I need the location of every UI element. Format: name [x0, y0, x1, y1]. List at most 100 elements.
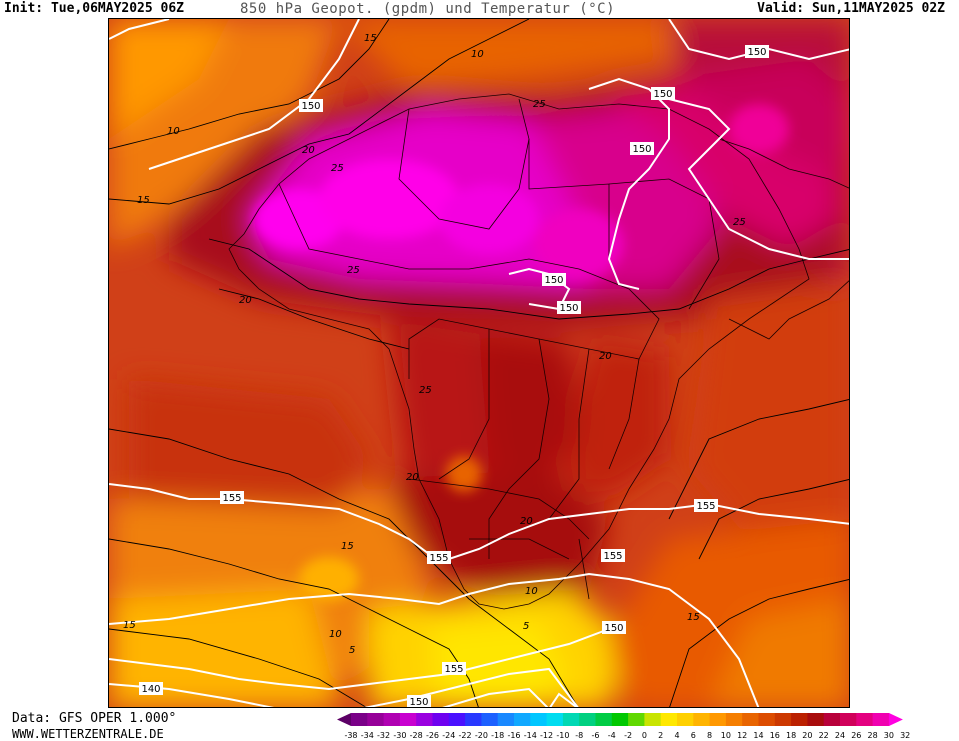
color-scale-cell — [351, 713, 368, 726]
color-scale-label: -4 — [608, 731, 616, 740]
isotherm-label: 15 — [364, 33, 377, 44]
color-scale-label: -20 — [475, 731, 488, 740]
geopotential-label: 150 — [745, 45, 769, 58]
svg-text:150: 150 — [632, 144, 651, 155]
color-scale-label: 4 — [674, 731, 679, 740]
svg-text:155: 155 — [603, 551, 622, 562]
svg-text:140: 140 — [141, 684, 160, 695]
color-scale-cell — [774, 713, 792, 726]
geopotential-label: 155 — [442, 662, 466, 675]
color-scale-label: -26 — [426, 731, 439, 740]
isotherm-label: 25 — [347, 265, 360, 276]
color-scale-cell — [709, 713, 727, 726]
color-scale-cell — [856, 713, 873, 726]
svg-text:155: 155 — [429, 553, 448, 564]
geopotential-label: 150 — [630, 142, 654, 155]
color-scale-cell — [383, 713, 401, 726]
isotherm-label: 10 — [525, 586, 538, 597]
color-scale-label: -38 — [344, 731, 357, 740]
color-scale-label: -8 — [575, 731, 583, 740]
init-time-label: Init: Tue,06MAY2025 06Z — [4, 1, 185, 16]
color-scale-label: 2 — [658, 731, 663, 740]
color-scale-cell — [742, 713, 759, 726]
svg-text:150: 150 — [559, 303, 578, 314]
geopotential-label: 150 — [542, 273, 566, 286]
svg-text:155: 155 — [696, 501, 715, 512]
weather-map: 150 150 150 150 150 150 155 155 155 155 … — [108, 18, 850, 708]
isotherm-label: 25 — [331, 163, 344, 174]
color-scale-label: 18 — [786, 731, 796, 740]
color-scale-label: -22 — [459, 731, 472, 740]
map-canvas: 150 150 150 150 150 150 155 155 155 155 … — [109, 19, 849, 708]
geopotential-label: 155 — [220, 491, 244, 504]
color-scale-label: -6 — [592, 731, 600, 740]
color-scale-cell — [367, 713, 384, 726]
color-scale-label: 28 — [868, 731, 878, 740]
data-source-label: Data: GFS OPER 1.000° — [12, 711, 177, 726]
color-scale-label: 6 — [691, 731, 696, 740]
color-scale-label: -28 — [410, 731, 423, 740]
svg-text:150: 150 — [409, 697, 428, 708]
isotherm-label: 5 — [523, 621, 529, 632]
color-scale-label: -16 — [507, 731, 520, 740]
color-scale-label: 26 — [851, 731, 861, 740]
isotherm-label: 20 — [520, 516, 533, 527]
chart-title: 850 hPa Geopot. (gpdm) und Temperatur (°… — [240, 1, 616, 17]
color-scale-cell — [791, 713, 808, 726]
isotherm-label: 10 — [329, 629, 342, 640]
svg-text:155: 155 — [444, 664, 463, 675]
color-scale-cell — [481, 713, 499, 726]
color-scale-cell — [432, 713, 450, 726]
isotherm-label: 20 — [239, 295, 252, 306]
isotherm-label: 25 — [533, 99, 546, 110]
geopotential-label: 155 — [601, 549, 625, 562]
color-scale-label: 10 — [721, 731, 731, 740]
color-scale-cell — [399, 713, 417, 726]
isotherm-label: 15 — [687, 612, 700, 623]
isotherm-label-group: 15 10 10 15 20 25 25 20 25 25 20 25 20 2… — [123, 33, 746, 656]
color-scale-cell — [579, 713, 596, 726]
isotherm-label: 15 — [123, 620, 136, 631]
isotherm-label: 15 — [341, 541, 354, 552]
isotherm-label: 20 — [406, 472, 419, 483]
color-scale-label: 12 — [737, 731, 747, 740]
geopotential-label: 155 — [427, 551, 451, 564]
geopotential-label-group: 150 150 150 150 150 150 155 155 155 155 … — [139, 45, 769, 708]
color-scale-cell — [807, 713, 825, 726]
color-scale-label: -14 — [524, 731, 537, 740]
color-scale-cell — [562, 713, 580, 726]
isotherm-label: 15 — [137, 195, 150, 206]
color-scale-cell — [628, 713, 645, 726]
color-scale-cells — [337, 713, 903, 726]
isotherm-label: 25 — [733, 217, 746, 228]
color-scale-cell — [416, 713, 433, 726]
color-scale-arrow-left — [337, 713, 351, 726]
color-scale-labels: -38 -34 -32 -30 -28 -26 -24 -22 -20 -18 -16 -14 -12-… — [344, 731, 910, 740]
color-scale-label: 8 — [707, 731, 712, 740]
svg-text:150: 150 — [301, 101, 320, 112]
color-scale-cell — [448, 713, 466, 726]
geopotential-label: 150 — [299, 99, 323, 112]
svg-text:150: 150 — [604, 623, 623, 634]
color-scale-label: -24 — [442, 731, 455, 740]
geopotential-label: 150 — [651, 87, 675, 100]
color-scale-cell — [546, 713, 564, 726]
color-scale-cell — [530, 713, 547, 726]
color-scale-label: 0 — [642, 731, 647, 740]
svg-text:150: 150 — [747, 47, 766, 58]
color-scale-cell — [823, 713, 841, 726]
isotherm-label: 5 — [349, 645, 355, 656]
color-scale-label: -12 — [540, 731, 553, 740]
svg-text:155: 155 — [222, 493, 241, 504]
color-scale-bar: -38 -34 -32 -30 -28 -26 -24 -22 -20 -18 -16 -14 -12-… — [337, 713, 910, 740]
color-scale-arrow-right — [888, 713, 903, 726]
coastlines — [228, 93, 849, 610]
color-scale-label: 16 — [770, 731, 780, 740]
color-scale-label: 14 — [753, 731, 763, 740]
isotherm-label: 10 — [167, 126, 180, 137]
color-scale-label: 24 — [835, 731, 845, 740]
geopotential-label: 155 — [694, 499, 718, 512]
color-scale-cell — [725, 713, 743, 726]
isotherm-label: 10 — [471, 49, 484, 60]
color-scale-cell — [595, 713, 613, 726]
